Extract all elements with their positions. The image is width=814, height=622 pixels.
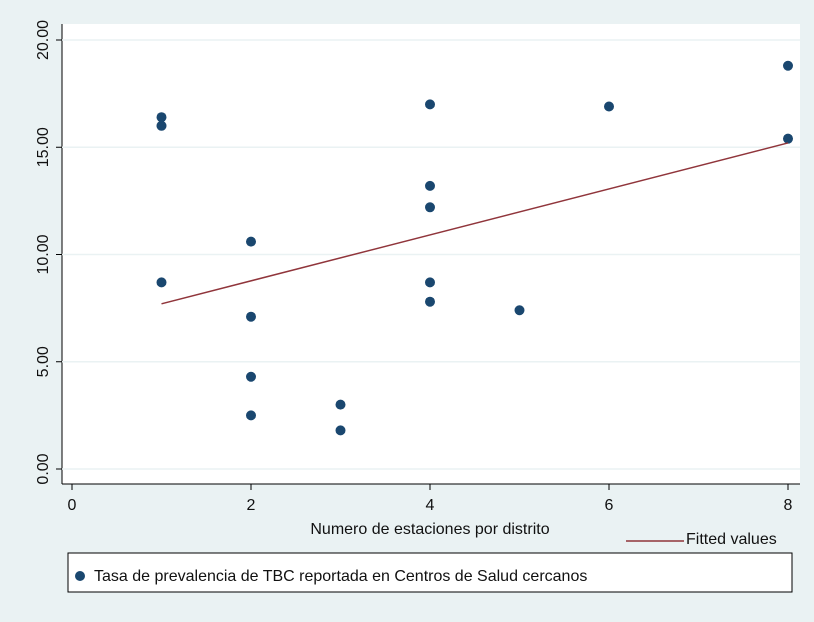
x-tick-label: 2 [247,497,256,514]
point [604,101,614,112]
point [335,399,346,410]
point [156,120,167,131]
y-tick-label: 0.00 [35,453,52,484]
point [246,311,256,322]
x-tick-label: 0 [68,497,77,514]
point [425,180,435,191]
x-tick-label: 4 [426,497,435,514]
point [156,112,167,123]
point [425,296,435,307]
point [246,236,256,247]
y-tick-label: 10.00 [35,234,52,274]
legend-box [67,552,793,593]
fit-line [161,142,789,305]
legend-label: Fitted values [686,531,777,548]
y-tick-label: 15.00 [35,127,52,167]
x-axis-title: Numero de estaciones por distrito [310,521,549,538]
point [335,425,346,436]
point [425,99,435,110]
x-tick-label: 6 [605,497,614,514]
y-tick-label: 20.00 [35,20,52,60]
point [246,371,256,382]
point [425,202,435,213]
point [783,133,793,144]
point [425,277,435,288]
point [156,277,167,288]
x-tick-label: 8 [784,497,793,514]
point [783,60,793,71]
point [514,305,525,316]
point [246,410,256,421]
legend-label: Tasa de prevalencia de TBC reportada en … [94,568,587,585]
legend-marker [75,571,85,581]
y-tick-label: 5.00 [35,346,52,377]
